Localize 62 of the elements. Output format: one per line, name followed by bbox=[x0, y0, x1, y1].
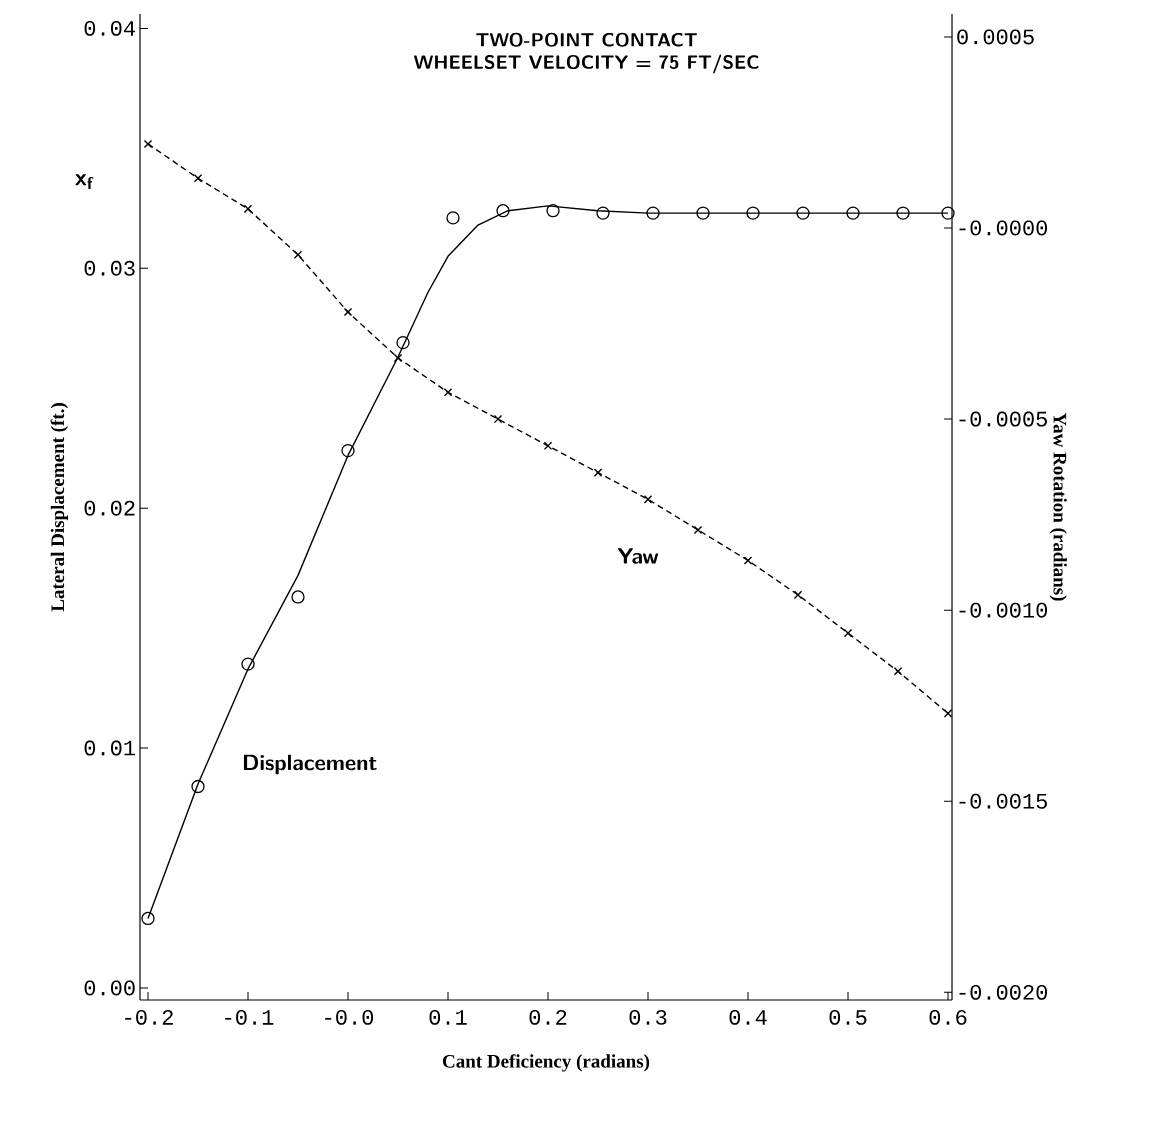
point bbox=[793, 590, 803, 600]
y2-tick-label: -0.0000 bbox=[959, 220, 1047, 236]
x-tick-label: 0.3 bbox=[629, 1009, 667, 1025]
point bbox=[693, 525, 703, 535]
point bbox=[443, 388, 453, 397]
text: TWO-POINT CONTACT bbox=[476, 32, 697, 47]
x-tick-label: 0.6 bbox=[929, 1009, 967, 1025]
y2-tick-label: 0.0005 bbox=[957, 29, 1034, 45]
text: WHEELSET VELOCITY = 75 FT/SEC bbox=[414, 54, 759, 74]
point bbox=[446, 211, 460, 225]
point bbox=[646, 206, 660, 220]
point bbox=[746, 206, 760, 220]
point bbox=[696, 206, 710, 220]
x-tick-label: -0.1 bbox=[225, 1009, 274, 1025]
point bbox=[191, 779, 205, 794]
point bbox=[943, 709, 953, 718]
point bbox=[396, 336, 410, 350]
point bbox=[493, 414, 503, 424]
y-tick-label: 0.02 bbox=[84, 500, 135, 516]
series-label: Yaw bbox=[617, 548, 659, 564]
x-tick-label: 0.1 bbox=[429, 1009, 467, 1025]
y2-tick-label: -0.0015 bbox=[959, 793, 1047, 809]
x-tick-label: -0.2 bbox=[125, 1009, 173, 1025]
point bbox=[143, 139, 153, 149]
x-axis-title: Cant Deficiency (radians) bbox=[442, 1054, 650, 1072]
point bbox=[543, 441, 553, 451]
point bbox=[243, 204, 253, 214]
y-tick-label: 0.03 bbox=[84, 260, 135, 276]
point bbox=[643, 495, 653, 504]
x-tick-label: 0.5 bbox=[829, 1009, 867, 1025]
x-tick-label: 0.2 bbox=[529, 1009, 567, 1025]
y2-tick-label: -0.0020 bbox=[959, 984, 1047, 1000]
y-tick-label: 0.00 bbox=[84, 980, 135, 996]
y-tick-label: 0.04 bbox=[84, 20, 135, 36]
y2-axis-title: Yaw Rotation (radians) bbox=[1049, 412, 1067, 601]
point bbox=[846, 206, 860, 220]
point bbox=[546, 204, 560, 218]
x-tick-label: 0.4 bbox=[729, 1009, 767, 1025]
point bbox=[241, 657, 255, 671]
point bbox=[893, 667, 903, 676]
point bbox=[393, 353, 403, 363]
y-axis-title: Lateral Displacement (ft.) bbox=[50, 403, 68, 612]
point bbox=[796, 206, 810, 220]
point bbox=[141, 911, 155, 926]
point bbox=[941, 206, 955, 220]
point bbox=[593, 468, 603, 477]
point bbox=[743, 556, 753, 565]
y-tick-label: 0.01 bbox=[84, 740, 135, 756]
point bbox=[496, 204, 510, 218]
y2-tick-label: -0.0005 bbox=[959, 411, 1047, 427]
point bbox=[343, 307, 353, 317]
x-tick-label: -0.0 bbox=[325, 1009, 374, 1025]
y2-tick-label: -0.0010 bbox=[959, 602, 1047, 618]
text: x$_{f}$ bbox=[75, 174, 94, 189]
point bbox=[341, 443, 355, 458]
point bbox=[596, 206, 610, 220]
point bbox=[193, 174, 203, 183]
series-label: Displacement bbox=[243, 754, 377, 775]
point bbox=[896, 206, 910, 220]
point bbox=[291, 590, 305, 604]
point bbox=[293, 250, 303, 259]
point bbox=[843, 628, 853, 638]
